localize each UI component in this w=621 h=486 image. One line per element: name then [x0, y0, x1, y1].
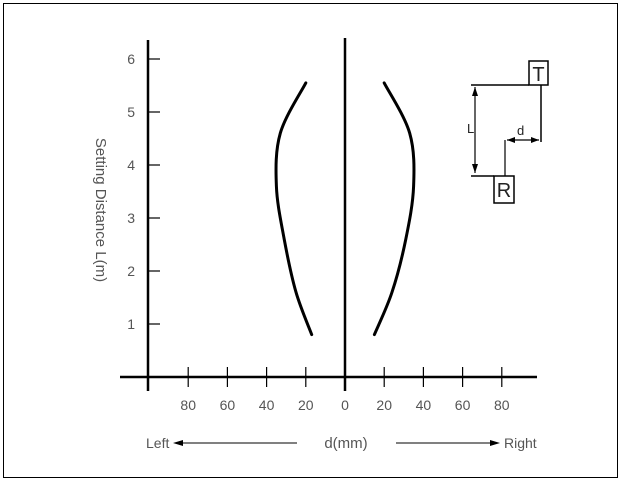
tick-group: 1 2 3 4 5 6 80 60 40 20 0 20 40 60 80: [127, 51, 510, 413]
x-tick-label: 20: [376, 397, 392, 413]
right-arrow-head: [490, 440, 500, 446]
x-tick-label: 40: [416, 397, 432, 413]
outer-border: [3, 3, 618, 478]
x-tick-label: 40: [259, 397, 275, 413]
transmitter-label: T: [532, 64, 544, 86]
offset-label: d: [517, 123, 524, 138]
receiver-label: R: [497, 180, 511, 202]
x-tick-label: 80: [180, 397, 196, 413]
offset-arrow-left: [507, 137, 515, 143]
left-arrow-head: [173, 440, 183, 446]
x-axis-title: d(mm): [324, 435, 367, 452]
y-tick-label: 1: [127, 316, 135, 332]
y-tick-label: 6: [127, 51, 135, 67]
length-arrow-top: [472, 87, 478, 96]
y-tick-label: 4: [127, 157, 135, 173]
x-tick-label: 0: [341, 397, 349, 413]
left-label: Left: [146, 435, 169, 451]
receiver-box: [493, 175, 515, 204]
length-label: L: [467, 121, 474, 136]
x-tick-label: 60: [455, 397, 471, 413]
x-tick-label: 60: [220, 397, 236, 413]
length-arrow-bottom: [472, 164, 478, 173]
x-tick-label: 80: [494, 397, 510, 413]
x-tick-label: 20: [298, 397, 314, 413]
y-tick-label: 3: [127, 210, 135, 226]
curve-right: [372, 81, 416, 337]
inset-schematic: T L d R: [467, 60, 549, 204]
curve-left: [274, 81, 314, 337]
y-tick-label: 2: [127, 263, 135, 279]
curve-group: [274, 81, 416, 337]
y-axis-title: Setting Distance L(m): [92, 138, 109, 282]
right-label: Right: [504, 435, 537, 451]
y-tick-label: 5: [127, 104, 135, 120]
transmitter-box: [528, 60, 549, 86]
offset-arrow-right: [531, 137, 539, 143]
